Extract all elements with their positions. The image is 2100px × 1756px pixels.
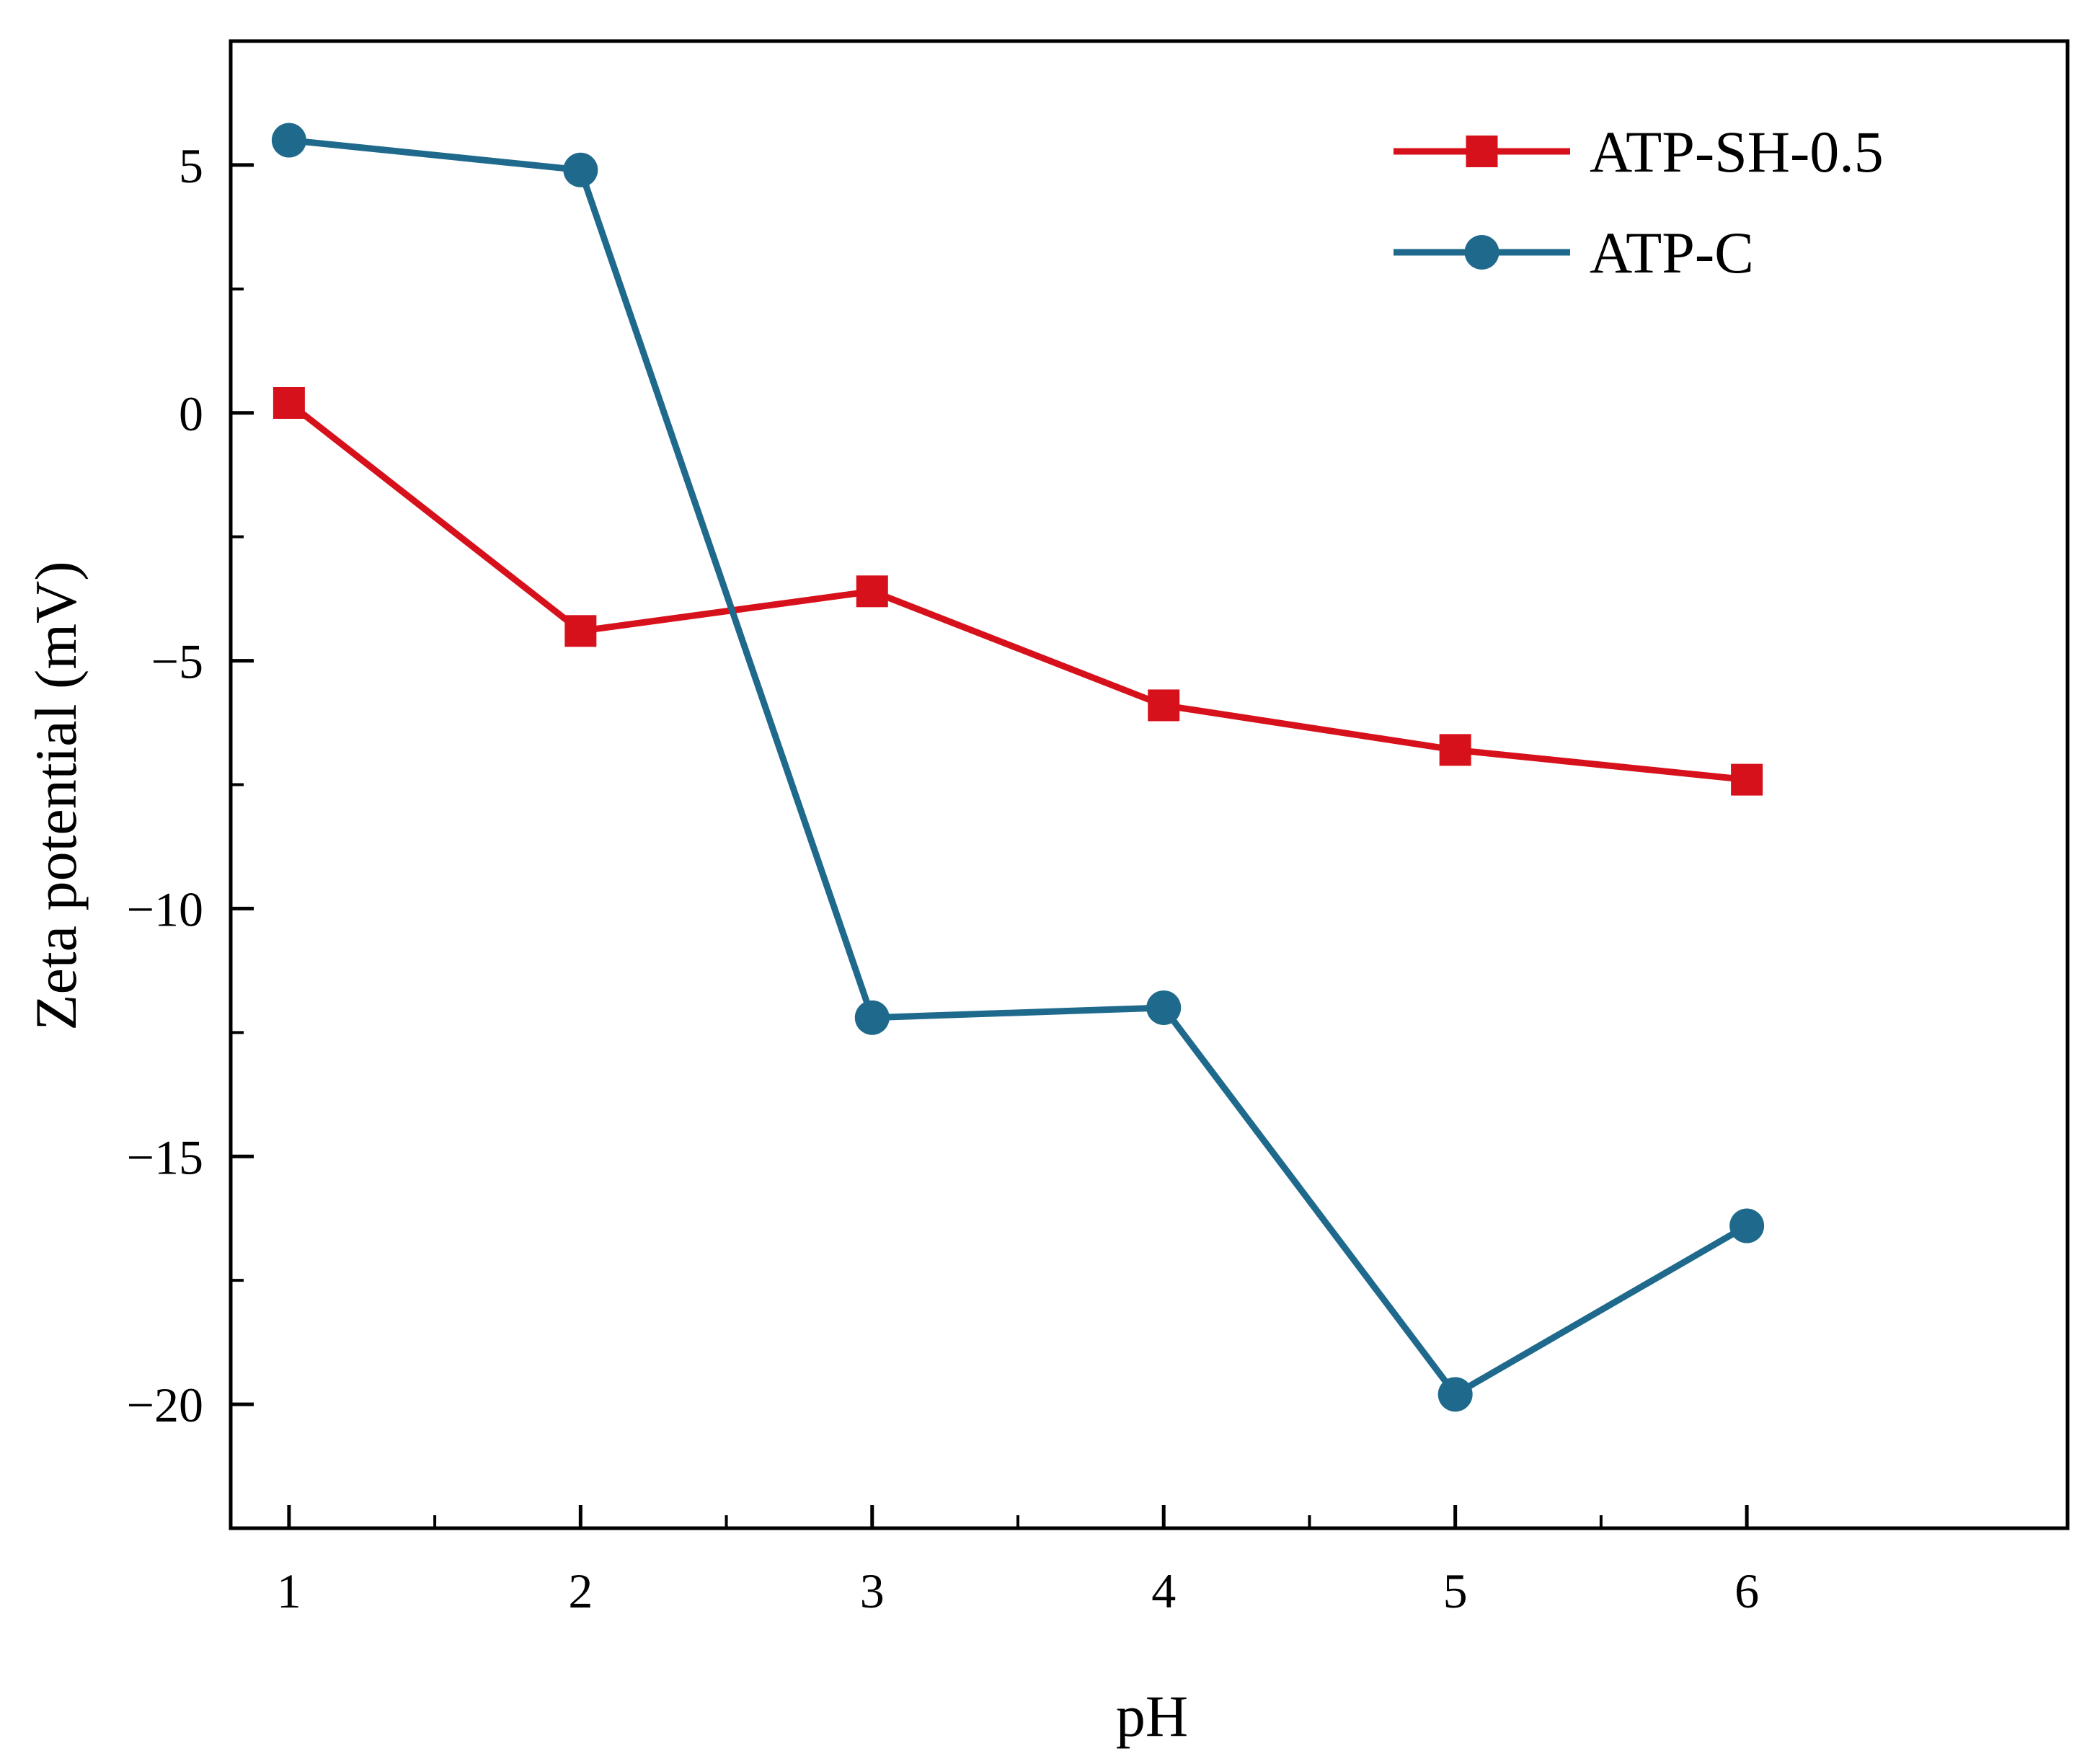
series-line-atp-c bbox=[285, 137, 1750, 1398]
series-line-atp-sh-0-5 bbox=[285, 399, 1750, 784]
y-tick-label: −15 bbox=[127, 1130, 203, 1184]
x-tick-label: 5 bbox=[1443, 1564, 1468, 1618]
x-axis-ticks: 1 2 3 4 5 6 bbox=[277, 1505, 1759, 1618]
y-tick-label: −20 bbox=[127, 1378, 203, 1432]
y-axis-title: Zeta potential (mV) bbox=[23, 561, 89, 1030]
legend-marker-square bbox=[1466, 136, 1498, 167]
y-axis-ticks: 5 0 −5 −10 −15 −20 bbox=[127, 40, 254, 1432]
legend-label: ATP-C bbox=[1590, 220, 1754, 285]
y-tick-label: 0 bbox=[179, 386, 203, 441]
data-point-square bbox=[273, 386, 305, 419]
y-tick-label: 5 bbox=[179, 138, 203, 193]
x-tick-label: 2 bbox=[568, 1564, 593, 1618]
data-point-circle bbox=[563, 152, 598, 187]
data-point-circle bbox=[854, 1000, 890, 1035]
data-point-square bbox=[1148, 689, 1180, 722]
data-point-circle bbox=[1146, 990, 1182, 1025]
series-layer bbox=[271, 123, 1765, 1412]
data-point-circle bbox=[1729, 1208, 1765, 1243]
legend-marker-circle bbox=[1464, 235, 1499, 270]
x-tick-label: 4 bbox=[1151, 1564, 1176, 1618]
x-tick-label: 6 bbox=[1735, 1564, 1759, 1618]
x-axis-title: pH bbox=[1116, 1683, 1188, 1749]
legend: ATP-SH-0.5 ATP-C bbox=[1394, 119, 1884, 285]
y-tick-label: −5 bbox=[151, 634, 203, 689]
x-tick-label: 1 bbox=[277, 1564, 301, 1618]
data-point-square bbox=[1731, 763, 1763, 796]
y-tick-label: −10 bbox=[127, 882, 203, 936]
data-point-circle bbox=[271, 123, 306, 158]
data-point-square bbox=[1439, 734, 1471, 766]
data-point-square bbox=[564, 615, 597, 647]
data-point-circle bbox=[1437, 1377, 1473, 1412]
data-point-square bbox=[856, 575, 888, 608]
x-tick-label: 3 bbox=[860, 1564, 885, 1618]
legend-label: ATP-SH-0.5 bbox=[1590, 119, 1884, 185]
